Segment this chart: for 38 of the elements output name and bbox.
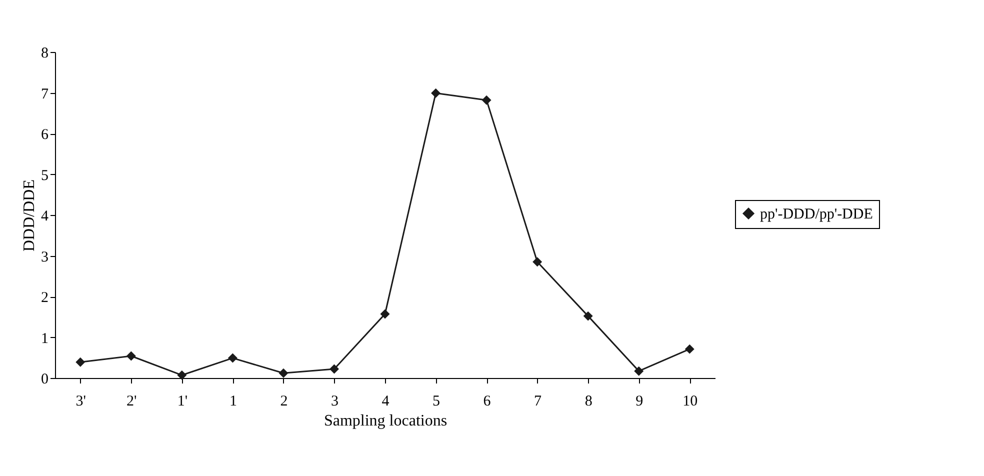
x-tick-label: 4 <box>382 394 390 410</box>
x-tick-label: 7 <box>534 394 542 410</box>
point <box>278 368 288 378</box>
point <box>76 357 86 367</box>
point <box>532 257 542 267</box>
point <box>634 366 644 376</box>
point <box>228 353 238 363</box>
x-tick-label: 9 <box>636 394 644 410</box>
point <box>482 95 492 105</box>
legend-label: pp'-DDD/pp'-DDE <box>760 206 873 222</box>
point <box>126 351 136 361</box>
y-tick-label: 5 <box>41 168 48 184</box>
y-tick-label: 0 <box>41 372 48 388</box>
y-axis-title: DDD/DDE <box>21 180 38 252</box>
point <box>583 311 593 321</box>
y-tick-label: 4 <box>41 208 49 224</box>
x-tick-label: 5 <box>432 394 440 410</box>
x-tick-label: 8 <box>584 394 592 410</box>
point <box>431 88 441 98</box>
x-tick-label: 6 <box>483 394 492 410</box>
y-tick-label: 8 <box>41 46 48 62</box>
point <box>684 344 694 354</box>
x-tick-label: 2' <box>126 394 138 410</box>
y-tick-label: 1 <box>41 330 48 347</box>
y-tick-label: 2 <box>41 290 48 306</box>
y-tick-label: 7 <box>41 86 49 102</box>
point <box>380 309 390 319</box>
x-tick-label: 10 <box>682 394 698 410</box>
x-tick-label: 3' <box>76 394 86 410</box>
y-tick-label: 3 <box>41 249 48 266</box>
point <box>329 364 339 374</box>
x-tick-label: 3 <box>330 394 338 410</box>
x-axis-title: Sampling locations <box>324 412 448 430</box>
x-tick-label: 1' <box>177 394 188 410</box>
x-tick-label: 2 <box>280 394 288 410</box>
y-tick-label: 6 <box>41 127 49 143</box>
point <box>177 370 187 380</box>
x-tick-label: 1 <box>229 394 237 410</box>
